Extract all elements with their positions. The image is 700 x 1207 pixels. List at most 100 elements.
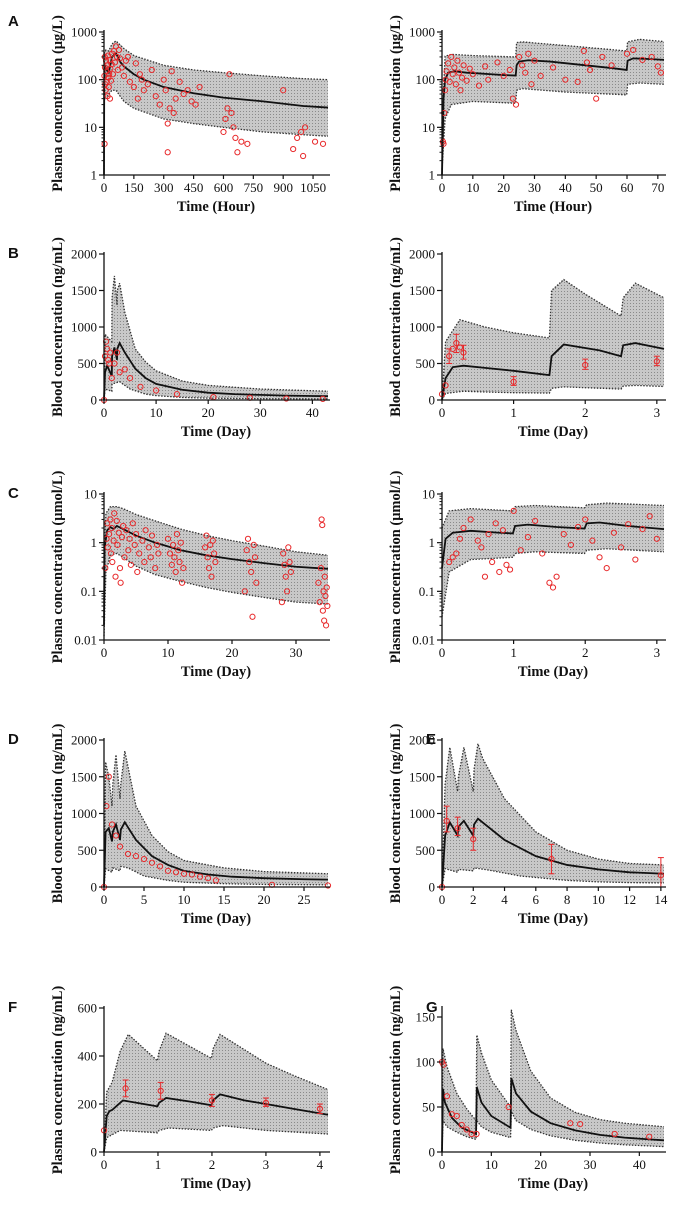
observed-point [603, 565, 610, 572]
observed-point [281, 561, 288, 568]
y-tick-label: 0 [429, 880, 436, 895]
observed-point [318, 516, 325, 523]
x-tick-label: 4 [501, 892, 508, 907]
observed-point [500, 72, 507, 79]
x-axis-title: Time (Day) [181, 1176, 251, 1192]
y-tick-label: 0 [91, 393, 98, 408]
observed-point [116, 565, 124, 572]
observed-point [452, 81, 459, 88]
median-line [103, 820, 329, 888]
x-tick-label: 1050 [300, 180, 326, 195]
observed-point [531, 517, 539, 525]
y-axis-title: Blood concentration (ng/mL) [50, 237, 66, 417]
band-lower-edge [103, 552, 329, 637]
panel-a: 0 150 300 450 600 750 900 1050 1 10 100 1000 Time (H… [50, 15, 330, 215]
observed-point [170, 109, 177, 117]
observed-point [192, 101, 199, 108]
observed-point [646, 513, 653, 520]
observed-point [528, 81, 535, 88]
observed-point [625, 521, 632, 528]
observed-point [510, 507, 517, 514]
y-tick-label: 0.01 [74, 633, 97, 648]
observed-point [144, 81, 151, 88]
x-tick-label: 0 [101, 405, 108, 420]
observed-point [212, 558, 219, 566]
observed-point [113, 53, 121, 61]
x-tick-label: 1 [510, 645, 517, 660]
y-tick-label: 0 [91, 1145, 98, 1160]
observed-point [657, 872, 664, 879]
observed-point [478, 544, 485, 551]
x-axis-title: Time (Hour) [177, 199, 255, 215]
observed-point [111, 510, 118, 517]
observed-point [460, 62, 467, 69]
observed-point [142, 527, 149, 534]
prediction-band [104, 275, 328, 400]
observed-point [145, 544, 152, 551]
prediction-band [104, 751, 328, 887]
observed-point [311, 138, 319, 145]
observed-point [111, 360, 118, 367]
observed-point [108, 821, 116, 828]
observed-point [140, 855, 148, 863]
observed-point [148, 66, 155, 74]
observed-point [287, 568, 294, 576]
y-tick-label: 0 [91, 880, 98, 895]
observed-point [124, 53, 131, 61]
observed-point [485, 76, 492, 83]
observed-point [115, 46, 123, 54]
y-tick-label: 1000 [71, 320, 97, 335]
y-axis-title: Plasma concentration (μg/L) [50, 15, 66, 192]
panel-c-inset: 0 1 2 3 0.01 0.1 1 10 Time (Day) Plasma concentra… [388, 471, 666, 680]
band-upper-edge [103, 40, 329, 99]
observed-point [560, 530, 567, 538]
observed-point [632, 556, 639, 563]
observed-point [162, 87, 169, 94]
observed-point [105, 356, 112, 363]
observed-point [449, 554, 456, 561]
observed-point [106, 95, 114, 102]
x-tick-label: 0 [439, 405, 446, 420]
observed-point [123, 527, 130, 534]
observed-point [210, 550, 218, 557]
observed-point [172, 568, 179, 576]
observed-point [596, 554, 603, 561]
x-tick-label: 2 [582, 645, 589, 660]
observed-point [110, 537, 117, 544]
observed-point [512, 101, 520, 108]
observed-point [136, 550, 143, 557]
observed-point [205, 565, 213, 572]
observed-point [244, 140, 251, 147]
observed-point [160, 76, 167, 83]
x-tick-label: 10 [592, 892, 605, 907]
x-tick-label: 750 [244, 180, 264, 195]
observed-point [496, 568, 503, 576]
x-tick-label: 6 [533, 892, 540, 907]
observed-point [278, 599, 286, 606]
observed-point [549, 584, 557, 591]
observed-point [108, 61, 115, 68]
observed-point [166, 550, 174, 557]
observed-point [463, 1126, 470, 1133]
observed-point [212, 877, 220, 884]
observed-point [519, 62, 526, 69]
prediction-band [442, 39, 664, 170]
x-tick-label: 20 [226, 645, 239, 660]
band-upper-edge [103, 1032, 329, 1153]
observed-point [449, 345, 456, 352]
y-axis-title: Plasma concentration (μmol/L) [388, 471, 404, 664]
observed-point [290, 145, 297, 153]
observed-point [280, 87, 287, 94]
observed-point [241, 588, 248, 595]
observed-point [188, 871, 196, 878]
panel-letter-c: C [8, 485, 19, 502]
x-tick-label: 450 [184, 180, 204, 195]
observed-point [458, 74, 466, 81]
observed-point [648, 53, 655, 61]
observed-point [156, 101, 163, 108]
observed-point [653, 535, 660, 542]
observed-point [224, 105, 231, 112]
x-tick-label: 15 [218, 892, 231, 907]
band-lower-edge [103, 381, 329, 401]
